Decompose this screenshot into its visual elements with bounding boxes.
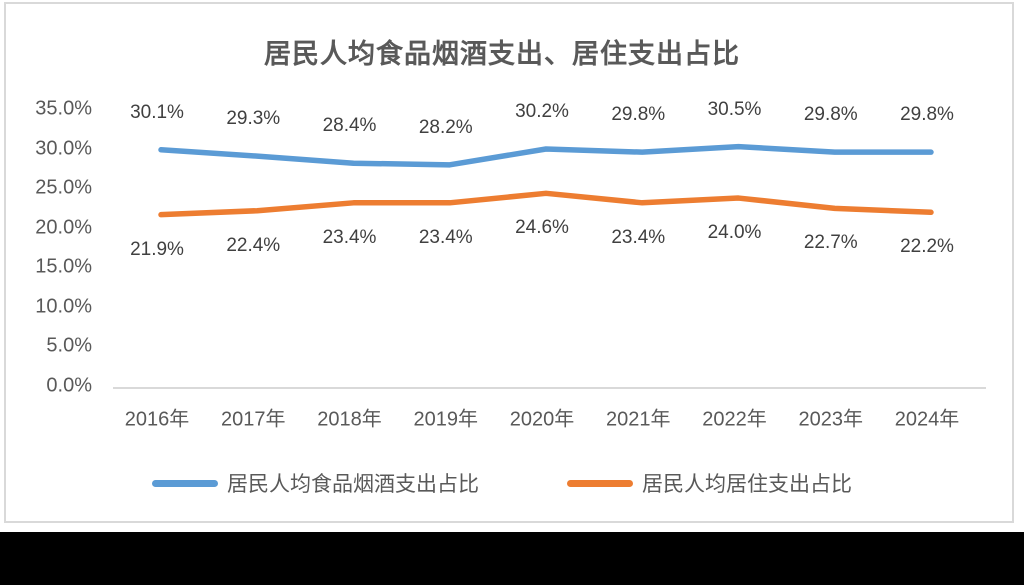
x-axis-tick-label: 2024年: [894, 408, 960, 431]
data-label: 29.8%: [803, 104, 858, 126]
y-axis-tick-label: 35.0%: [35, 97, 92, 120]
x-axis-tick-label: 2016年: [124, 408, 190, 431]
y-axis-tick-label: 20.0%: [35, 216, 92, 239]
y-axis-tick-label: 15.0%: [35, 255, 92, 278]
y-axis-tick-label: 5.0%: [46, 334, 92, 357]
data-label: 30.2%: [515, 100, 569, 122]
y-axis-tick-label: 25.0%: [35, 176, 92, 199]
x-axis-tick-label: 2017年: [221, 408, 286, 431]
data-label: 29.3%: [226, 108, 281, 130]
x-axis-tick-label: 2018年: [317, 408, 382, 431]
y-axis-tick-label: 30.0%: [35, 137, 92, 160]
legend-item-food-tobacco: 居民人均食品烟酒支出占比: [152, 468, 479, 498]
data-label: 29.8%: [900, 104, 954, 126]
series-line-food-tobacco: [158, 143, 934, 168]
chart-panel: 居民人均食品烟酒支出、居住支出占比 0.0% 5.0% 10.0% 15.0% 20.0…: [4, 2, 1014, 523]
legend-label: 居民人均食品烟酒支出占比: [227, 473, 479, 496]
data-label: 24.6%: [515, 217, 569, 239]
data-label: 23.4%: [611, 226, 666, 248]
data-label: 30.1%: [130, 101, 184, 123]
legend-item-housing: 居民人均居住支出占比: [567, 468, 852, 498]
x-axis-tick-label: 2021年: [606, 408, 671, 431]
data-label: 23.4%: [418, 226, 473, 248]
data-label: 28.4%: [322, 115, 377, 137]
x-axis-tick-label: 2019年: [413, 408, 479, 431]
data-label: 29.8%: [611, 104, 666, 126]
series-line-housing: [158, 190, 934, 218]
data-label: 30.5%: [707, 98, 762, 120]
legend: 居民人均食品烟酒支出占比 居民人均居住支出占比: [6, 468, 998, 498]
chart-title: 居民人均食品烟酒支出、居住支出占比: [264, 39, 740, 69]
legend-label: 居民人均居住支出占比: [642, 473, 852, 496]
bottom-black-band: [0, 532, 1024, 585]
legend-line-swatch-blue: [152, 479, 218, 487]
data-label: 22.4%: [226, 234, 281, 256]
data-label: 22.7%: [803, 232, 858, 254]
y-axis-tick-label: 10.0%: [35, 295, 92, 318]
legend-line-swatch-orange: [567, 479, 633, 487]
x-axis-tick-label: 2020年: [509, 408, 575, 431]
data-label: 28.2%: [418, 116, 473, 138]
data-label: 24.0%: [707, 222, 762, 244]
x-axis-tick-label: 2023年: [798, 408, 864, 431]
data-label: 22.2%: [900, 236, 954, 258]
data-label: 21.9%: [130, 238, 184, 260]
data-label: 23.4%: [322, 226, 377, 248]
x-axis-tick-label: 2022年: [702, 408, 767, 431]
y-axis-tick-label: 0.0%: [46, 374, 92, 397]
plot-area: [113, 143, 986, 389]
